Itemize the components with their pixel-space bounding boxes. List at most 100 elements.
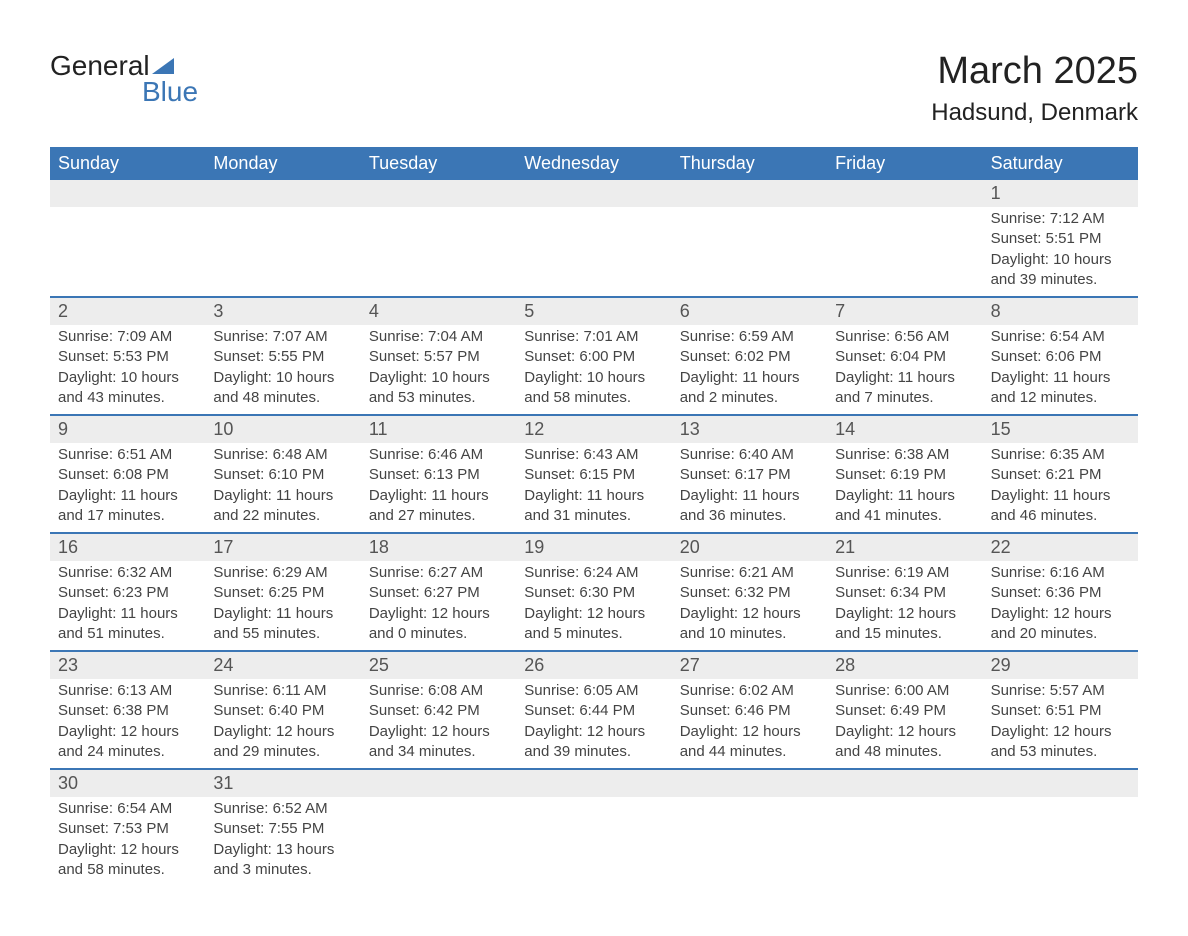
day-number: 22 (983, 534, 1138, 561)
sunset-text: Sunset: 6:08 PM (58, 465, 197, 485)
sunrise-text: Sunrise: 7:01 AM (524, 327, 663, 347)
day-cell (205, 207, 360, 296)
sunset-text: Sunset: 5:51 PM (991, 229, 1130, 249)
daylight-text: Daylight: 12 hours and 58 minutes. (58, 840, 197, 881)
sunset-text: Sunset: 6:15 PM (524, 465, 663, 485)
day-cell: Sunrise: 6:00 AMSunset: 6:49 PMDaylight:… (827, 679, 982, 768)
daylight-text: Daylight: 12 hours and 24 minutes. (58, 722, 197, 763)
sunset-text: Sunset: 6:23 PM (58, 583, 197, 603)
sunset-text: Sunset: 6:13 PM (369, 465, 508, 485)
day-cell (50, 207, 205, 296)
day-number: 30 (50, 770, 205, 797)
sunrise-text: Sunrise: 6:24 AM (524, 563, 663, 583)
day-cell: Sunrise: 6:02 AMSunset: 6:46 PMDaylight:… (672, 679, 827, 768)
sunset-text: Sunset: 5:53 PM (58, 347, 197, 367)
daylight-text: Daylight: 11 hours and 51 minutes. (58, 604, 197, 645)
day-number: 3 (205, 298, 360, 325)
day-cell: Sunrise: 6:54 AMSunset: 7:53 PMDaylight:… (50, 797, 205, 886)
day-number: 26 (516, 652, 671, 679)
day-number: 25 (361, 652, 516, 679)
day-cell: Sunrise: 6:05 AMSunset: 6:44 PMDaylight:… (516, 679, 671, 768)
sunset-text: Sunset: 6:51 PM (991, 701, 1130, 721)
day-cell: Sunrise: 6:16 AMSunset: 6:36 PMDaylight:… (983, 561, 1138, 650)
day-number: 10 (205, 416, 360, 443)
sunset-text: Sunset: 6:21 PM (991, 465, 1130, 485)
sunrise-text: Sunrise: 6:32 AM (58, 563, 197, 583)
daylight-text: Daylight: 10 hours and 43 minutes. (58, 368, 197, 409)
daylight-text: Daylight: 12 hours and 53 minutes. (991, 722, 1130, 763)
week-detail-row: Sunrise: 7:09 AMSunset: 5:53 PMDaylight:… (50, 325, 1138, 414)
sunset-text: Sunset: 6:40 PM (213, 701, 352, 721)
sunset-text: Sunset: 6:25 PM (213, 583, 352, 603)
day-cell: Sunrise: 7:04 AMSunset: 5:57 PMDaylight:… (361, 325, 516, 414)
day-cell: Sunrise: 6:21 AMSunset: 6:32 PMDaylight:… (672, 561, 827, 650)
sunrise-text: Sunrise: 6:38 AM (835, 445, 974, 465)
sunset-text: Sunset: 6:49 PM (835, 701, 974, 721)
sunrise-text: Sunrise: 6:54 AM (991, 327, 1130, 347)
daylight-text: Daylight: 10 hours and 48 minutes. (213, 368, 352, 409)
weekday-tuesday: Tuesday (361, 147, 516, 180)
calendar: Sunday Monday Tuesday Wednesday Thursday… (50, 147, 1138, 886)
sunrise-text: Sunrise: 6:35 AM (991, 445, 1130, 465)
day-number: 20 (672, 534, 827, 561)
sunrise-text: Sunrise: 7:07 AM (213, 327, 352, 347)
week-number-row: 1 (50, 180, 1138, 207)
day-number: 31 (205, 770, 360, 797)
sunset-text: Sunset: 6:38 PM (58, 701, 197, 721)
day-number: 15 (983, 416, 1138, 443)
daylight-text: Daylight: 12 hours and 48 minutes. (835, 722, 974, 763)
weekday-monday: Monday (205, 147, 360, 180)
daylight-text: Daylight: 11 hours and 46 minutes. (991, 486, 1130, 527)
day-number: 6 (672, 298, 827, 325)
daylight-text: Daylight: 12 hours and 5 minutes. (524, 604, 663, 645)
sunset-text: Sunset: 7:55 PM (213, 819, 352, 839)
day-cell: Sunrise: 6:43 AMSunset: 6:15 PMDaylight:… (516, 443, 671, 532)
sunrise-text: Sunrise: 6:05 AM (524, 681, 663, 701)
sunrise-text: Sunrise: 6:00 AM (835, 681, 974, 701)
week-number-row: 2345678 (50, 296, 1138, 325)
day-cell (672, 207, 827, 296)
day-number: 19 (516, 534, 671, 561)
day-cell: Sunrise: 6:29 AMSunset: 6:25 PMDaylight:… (205, 561, 360, 650)
title-block: March 2025 Hadsund, Denmark (931, 50, 1138, 127)
sunrise-text: Sunrise: 6:08 AM (369, 681, 508, 701)
day-number: 14 (827, 416, 982, 443)
day-cell: Sunrise: 6:46 AMSunset: 6:13 PMDaylight:… (361, 443, 516, 532)
day-cell: Sunrise: 6:59 AMSunset: 6:02 PMDaylight:… (672, 325, 827, 414)
day-number: 13 (672, 416, 827, 443)
day-cell: Sunrise: 6:38 AMSunset: 6:19 PMDaylight:… (827, 443, 982, 532)
sunset-text: Sunset: 6:32 PM (680, 583, 819, 603)
daylight-text: Daylight: 11 hours and 22 minutes. (213, 486, 352, 527)
sunrise-text: Sunrise: 6:16 AM (991, 563, 1130, 583)
sunset-text: Sunset: 6:44 PM (524, 701, 663, 721)
calendar-body: 1Sunrise: 7:12 AMSunset: 5:51 PMDaylight… (50, 180, 1138, 886)
sunset-text: Sunset: 6:00 PM (524, 347, 663, 367)
day-number: 9 (50, 416, 205, 443)
sunrise-text: Sunrise: 6:54 AM (58, 799, 197, 819)
sunset-text: Sunset: 7:53 PM (58, 819, 197, 839)
sunrise-text: Sunrise: 7:09 AM (58, 327, 197, 347)
sunrise-text: Sunrise: 6:59 AM (680, 327, 819, 347)
day-number: 27 (672, 652, 827, 679)
day-number: 16 (50, 534, 205, 561)
daylight-text: Daylight: 13 hours and 3 minutes. (213, 840, 352, 881)
day-number: 2 (50, 298, 205, 325)
daylight-text: Daylight: 11 hours and 31 minutes. (524, 486, 663, 527)
day-cell: Sunrise: 6:52 AMSunset: 7:55 PMDaylight:… (205, 797, 360, 886)
day-number: 29 (983, 652, 1138, 679)
sunrise-text: Sunrise: 6:11 AM (213, 681, 352, 701)
header: General Blue March 2025 Hadsund, Denmark (50, 50, 1138, 127)
daylight-text: Daylight: 11 hours and 27 minutes. (369, 486, 508, 527)
day-cell: Sunrise: 6:56 AMSunset: 6:04 PMDaylight:… (827, 325, 982, 414)
week-number-row: 9101112131415 (50, 414, 1138, 443)
day-cell: Sunrise: 7:07 AMSunset: 5:55 PMDaylight:… (205, 325, 360, 414)
daylight-text: Daylight: 12 hours and 39 minutes. (524, 722, 663, 763)
week-detail-row: Sunrise: 7:12 AMSunset: 5:51 PMDaylight:… (50, 207, 1138, 296)
sunset-text: Sunset: 6:06 PM (991, 347, 1130, 367)
weekday-wednesday: Wednesday (516, 147, 671, 180)
daylight-text: Daylight: 12 hours and 44 minutes. (680, 722, 819, 763)
day-cell: Sunrise: 6:35 AMSunset: 6:21 PMDaylight:… (983, 443, 1138, 532)
day-cell: Sunrise: 7:12 AMSunset: 5:51 PMDaylight:… (983, 207, 1138, 296)
week-detail-row: Sunrise: 6:32 AMSunset: 6:23 PMDaylight:… (50, 561, 1138, 650)
week-detail-row: Sunrise: 6:13 AMSunset: 6:38 PMDaylight:… (50, 679, 1138, 768)
